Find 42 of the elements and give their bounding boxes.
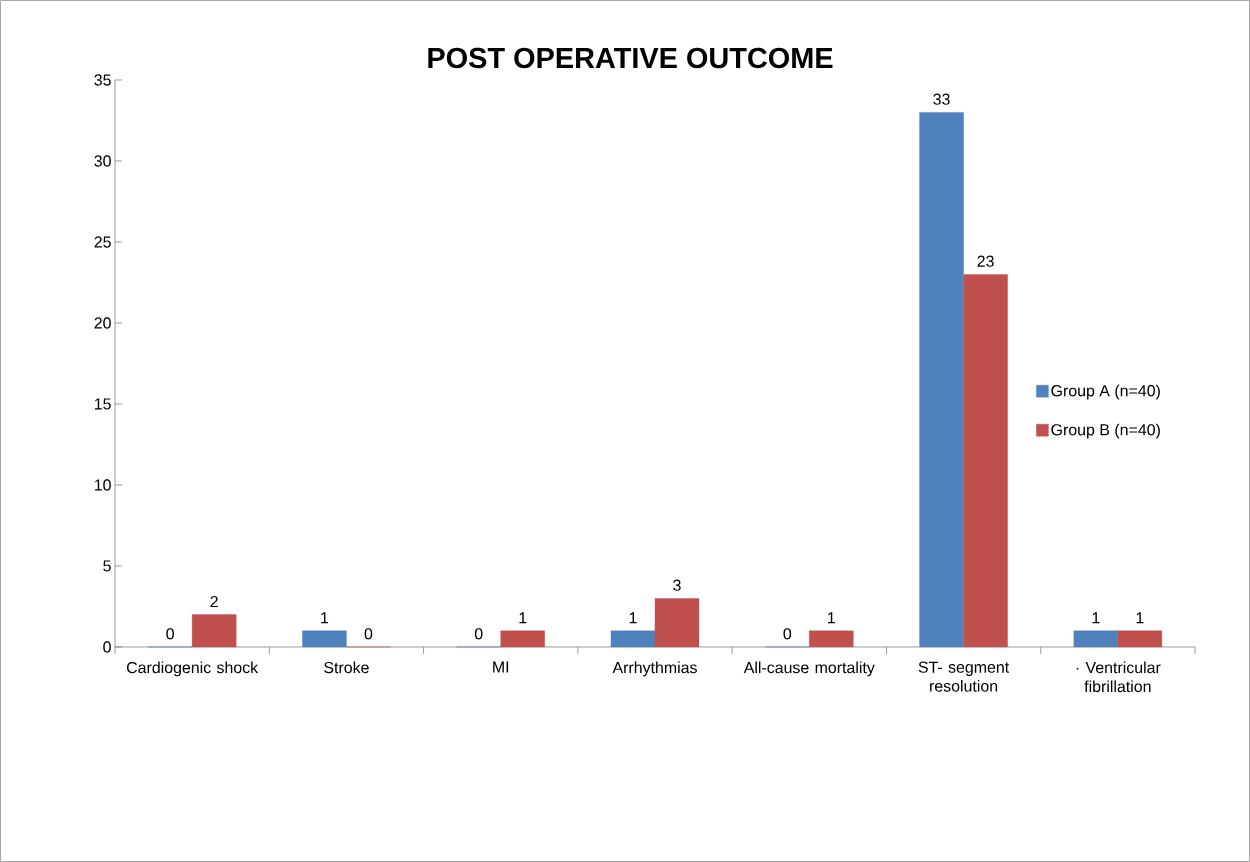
legend-label: Group B (n=40): [1051, 423, 1160, 439]
y-tick-label: 10: [94, 479, 111, 491]
x-tick-label: Cardiogenic shock: [126, 661, 259, 677]
data-label: 1: [519, 612, 527, 624]
x-tick-label: MI: [493, 661, 509, 673]
data-label: 1: [1136, 612, 1144, 624]
bar: [654, 598, 700, 648]
data-label: 33: [933, 93, 950, 105]
data-label: 0: [166, 628, 174, 640]
y-tick-label: 25: [94, 236, 111, 248]
y-tick-label: 20: [94, 317, 111, 329]
y-tick-label: 30: [94, 155, 111, 167]
y-tick-label: 35: [94, 74, 111, 86]
bar: [302, 630, 347, 648]
data-label: 1: [1092, 612, 1100, 624]
bar: [809, 630, 854, 648]
bar: [500, 630, 545, 648]
y-tick-label: 5: [103, 560, 111, 572]
data-label: 1: [828, 612, 835, 624]
data-label: 1: [629, 612, 637, 624]
x-tick-label: Arrhythmias: [612, 661, 697, 677]
x-tick-label: · Ventricular fibrillation: [1076, 661, 1161, 693]
chart-title: POST OPERATIVE OUTCOME: [428, 47, 833, 69]
x-tick-label: All-cause mortality: [743, 661, 875, 677]
bar: [1117, 630, 1163, 648]
bar: [919, 112, 964, 648]
data-label: 0: [364, 628, 373, 640]
data-label: 0: [783, 628, 792, 640]
x-tick-label: Stroke: [324, 661, 369, 674]
bar: [610, 630, 656, 648]
data-label: 23: [977, 255, 994, 267]
data-label: 1: [321, 612, 329, 624]
bar: [963, 274, 1008, 648]
data-label: 3: [673, 579, 681, 591]
data-label: 2: [210, 595, 218, 608]
x-tick-label: ST- segment resolution: [918, 661, 1010, 692]
data-label: 0: [474, 628, 483, 640]
bar: [1073, 630, 1119, 648]
y-tick-label: 0: [103, 641, 111, 653]
bar: [191, 614, 237, 648]
legend-label: Group A (n=40): [1051, 384, 1160, 400]
y-tick-label: 15: [94, 398, 111, 410]
